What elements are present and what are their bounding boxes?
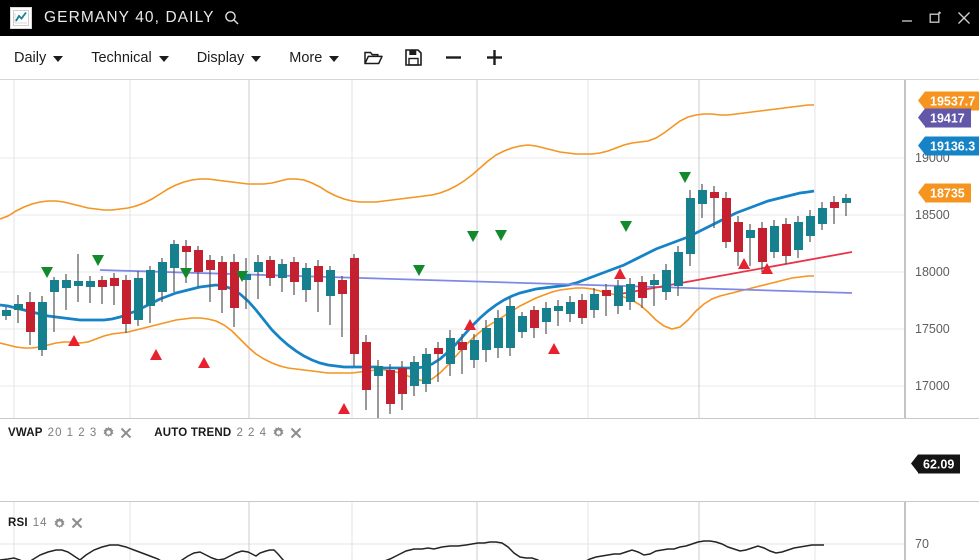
rsi-indicator-legend: RSI 14 [0, 511, 979, 535]
sell-signal-markers [41, 172, 691, 282]
panel-divider [0, 418, 979, 419]
page-title: GERMANY 40, DAILY [44, 9, 215, 26]
price-tag-lower-band[interactable]: 18735 [918, 183, 971, 203]
save-disk-icon[interactable] [394, 36, 433, 80]
y-axis-label-18000: 18000 [915, 265, 950, 279]
candlestick-series [2, 184, 851, 418]
y-axis-label-17500: 17500 [915, 322, 950, 336]
price-chart-svg[interactable] [0, 80, 979, 418]
open-folder-icon[interactable] [353, 36, 394, 80]
display-menu[interactable]: Display [183, 36, 276, 80]
more-menu[interactable]: More [275, 36, 353, 80]
title-bar: GERMANY 40, DAILY [0, 0, 979, 36]
gear-icon[interactable] [102, 426, 115, 439]
minimize-icon[interactable] [900, 11, 915, 26]
y-axis-label-18500: 18500 [915, 208, 950, 222]
legend-auto-trend-params: 2 2 4 [236, 426, 268, 439]
chart-line-icon [10, 7, 32, 29]
window-controls [900, 0, 971, 36]
search-icon[interactable] [224, 10, 240, 26]
price-tag-rsi[interactable]: 62.09 [910, 454, 961, 474]
chevron-down-icon [251, 55, 262, 62]
price-tag-trend[interactable]: 19417 [918, 108, 971, 128]
chart-area[interactable]: 19000 18500 18000 17500 17000 VWAP 20 1 … [0, 80, 979, 560]
auto-trend-support-line [619, 251, 853, 295]
close-icon[interactable] [71, 517, 83, 529]
legend-rsi-name: RSI [8, 517, 28, 529]
gear-icon[interactable] [272, 426, 285, 439]
zoom-out-icon[interactable] [433, 36, 474, 80]
display-menu-label: Display [196, 49, 245, 66]
rsi-y-label-70: 70 [915, 537, 929, 551]
y-axis-label-17000: 17000 [915, 379, 950, 393]
gear-icon[interactable] [53, 517, 66, 530]
rsi-line [0, 540, 824, 560]
rsi-chart-svg[interactable] [0, 502, 979, 560]
lower-band-line [0, 275, 814, 382]
legend-item-rsi[interactable]: RSI 14 [8, 517, 83, 530]
toolbar: Daily Technical Display More [0, 36, 979, 108]
legend-item-vwap[interactable]: VWAP 20 1 2 3 [8, 426, 132, 439]
technical-menu-label: Technical [91, 49, 152, 66]
upper-band-line [0, 104, 814, 220]
restore-window-icon[interactable] [928, 11, 943, 26]
price-tag-vwap[interactable]: 19136.3 [917, 136, 979, 156]
price-indicator-legend: VWAP 20 1 2 3 AUTO TREND 2 2 4 [0, 419, 979, 446]
chevron-down-icon [158, 55, 169, 62]
close-icon[interactable] [290, 427, 302, 439]
more-menu-label: More [289, 49, 323, 66]
chevron-down-icon [53, 55, 64, 62]
timeframe-menu[interactable]: Daily [0, 36, 77, 80]
rsi-panel-divider [0, 501, 979, 502]
price-panel[interactable]: 19000 18500 18000 17500 17000 [0, 80, 979, 418]
close-icon[interactable] [120, 427, 132, 439]
price-tag-upper-band[interactable]: 19537.7 [917, 91, 979, 111]
timeframe-menu-label: Daily [14, 49, 47, 66]
legend-vwap-params: 20 1 2 3 [47, 426, 98, 439]
rsi-gridlines [0, 502, 905, 560]
legend-rsi-params: 14 [32, 517, 48, 529]
zoom-in-icon[interactable] [474, 36, 515, 80]
rsi-panel[interactable]: 70 30 [0, 502, 979, 560]
legend-auto-trend-name: AUTO TREND [154, 426, 232, 439]
buy-signal-markers [68, 258, 773, 414]
close-icon[interactable] [956, 11, 971, 26]
legend-item-auto-trend[interactable]: AUTO TREND 2 2 4 [154, 426, 302, 439]
vertical-gridlines [13, 80, 816, 418]
chevron-down-icon [329, 55, 340, 62]
legend-vwap-name: VWAP [8, 426, 43, 439]
candle-bodies [2, 190, 851, 404]
technical-menu[interactable]: Technical [77, 36, 182, 80]
